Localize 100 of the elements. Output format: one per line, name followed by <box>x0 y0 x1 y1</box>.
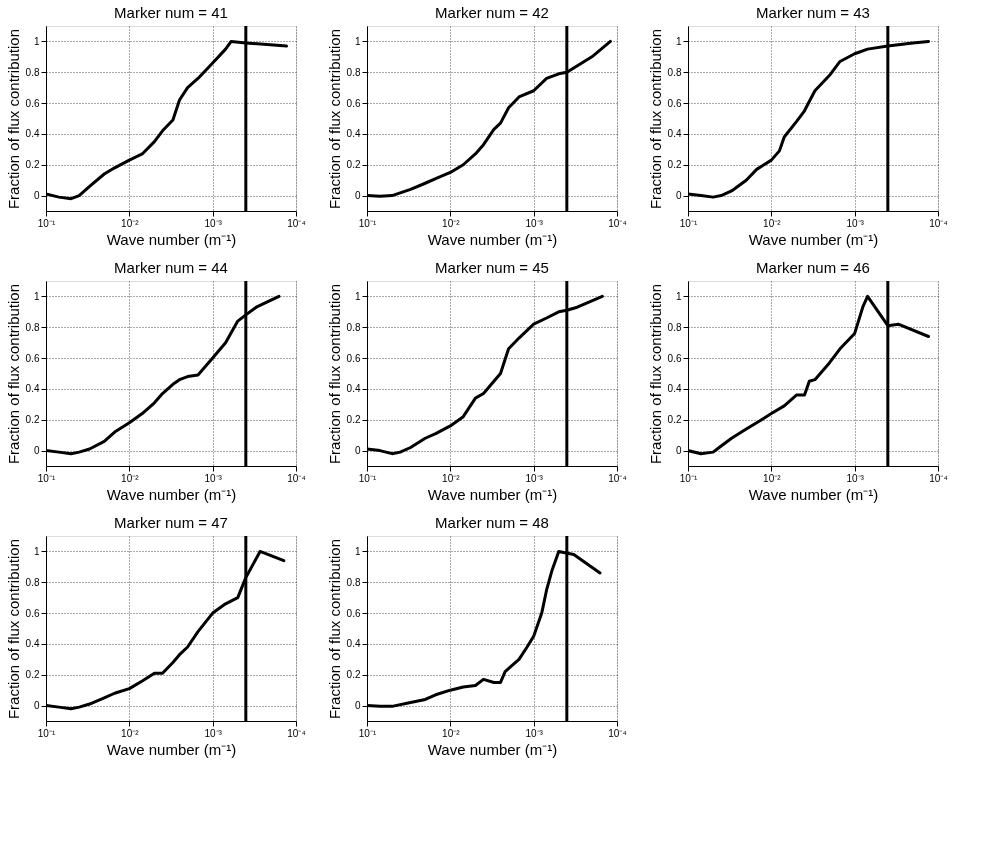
x-tick-label: 10⁻¹ <box>358 727 377 739</box>
x-tick-label: 10⁻² <box>763 472 782 484</box>
y-axis-title: Fraction of flux contribution <box>325 28 343 210</box>
y-tick-label: 0 <box>354 445 361 457</box>
x-axis-title: Wave number (m⁻¹) <box>106 230 237 248</box>
chart-title: Marker num = 44 <box>114 258 228 276</box>
y-tick-label: 0.2 <box>346 159 361 171</box>
chart-title: Marker num = 48 <box>435 513 549 531</box>
y-tick-label: 0.4 <box>346 128 361 140</box>
x-tick-label: 10⁻³ <box>846 472 865 484</box>
y-tick-label: 0 <box>675 190 682 202</box>
chart-title: Marker num = 45 <box>435 258 549 276</box>
x-tick-label: 10⁻³ <box>846 217 865 229</box>
y-tick-label: 0.8 <box>667 66 682 78</box>
x-tick-label: 10⁻¹ <box>37 727 56 739</box>
x-tick-label: 10⁻² <box>442 472 461 484</box>
y-tick-label: 0 <box>33 445 40 457</box>
x-tick-label: 10⁻¹ <box>679 217 698 229</box>
x-tick-label: 10⁻³ <box>525 217 544 229</box>
x-tick-label: 10⁻¹ <box>358 217 377 229</box>
x-tick-label: 10⁻³ <box>204 727 223 739</box>
y-axis-title: Fraction of flux contribution <box>646 28 664 210</box>
x-tick-label: 10⁻⁴ <box>608 217 627 229</box>
x-tick-label: 10⁻² <box>121 472 140 484</box>
y-tick-label: 0 <box>33 700 40 712</box>
x-tick-label: 10⁻² <box>121 217 140 229</box>
y-axis-title: Fraction of flux contribution <box>4 283 22 465</box>
y-axis-title: Fraction of flux contribution <box>325 538 343 720</box>
y-tick-label: 1 <box>33 290 40 302</box>
y-tick-label: 0 <box>675 445 682 457</box>
y-tick-label: 1 <box>354 545 361 557</box>
x-tick-label: 10⁻² <box>442 727 461 739</box>
chart-title: Marker num = 46 <box>756 258 870 276</box>
y-tick-label: 0.8 <box>346 321 361 333</box>
y-tick-label: 0.4 <box>346 638 361 650</box>
x-axis-title: Wave number (m⁻¹) <box>106 485 237 503</box>
x-tick-label: 10⁻³ <box>204 217 223 229</box>
x-tick-label: 10⁻³ <box>204 472 223 484</box>
x-axis-title: Wave number (m⁻¹) <box>427 740 558 758</box>
x-tick-label: 10⁻⁴ <box>287 217 306 229</box>
y-axis-title: Fraction of flux contribution <box>4 538 22 720</box>
y-tick-label: 1 <box>675 35 682 47</box>
x-tick-label: 10⁻¹ <box>358 472 377 484</box>
y-tick-label: 0.4 <box>667 128 682 140</box>
y-tick-label: 0.8 <box>346 66 361 78</box>
x-tick-label: 10⁻¹ <box>679 472 698 484</box>
x-tick-label: 10⁻⁴ <box>929 472 948 484</box>
y-tick-label: 1 <box>33 35 40 47</box>
chart-title: Marker num = 42 <box>435 3 549 21</box>
y-tick-label: 0.4 <box>346 383 361 395</box>
x-tick-label: 10⁻⁴ <box>287 727 306 739</box>
y-tick-label: 0.8 <box>667 321 682 333</box>
x-tick-label: 10⁻⁴ <box>608 472 627 484</box>
y-tick-label: 0.8 <box>25 576 40 588</box>
y-axis-title: Fraction of flux contribution <box>325 283 343 465</box>
x-tick-label: 10⁻² <box>121 727 140 739</box>
y-tick-label: 0.2 <box>25 414 40 426</box>
y-tick-label: 0.4 <box>25 128 40 140</box>
x-tick-label: 10⁻¹ <box>37 217 56 229</box>
x-tick-label: 10⁻² <box>763 217 782 229</box>
x-axis-title: Wave number (m⁻¹) <box>427 485 558 503</box>
y-tick-label: 0.6 <box>25 607 40 619</box>
y-tick-label: 0.6 <box>25 352 40 364</box>
x-tick-label: 10⁻² <box>442 217 461 229</box>
y-tick-label: 0.2 <box>25 159 40 171</box>
x-tick-label: 10⁻⁴ <box>608 727 627 739</box>
x-axis-title: Wave number (m⁻¹) <box>106 740 237 758</box>
x-tick-label: 10⁻¹ <box>37 472 56 484</box>
chart-title: Marker num = 43 <box>756 3 870 21</box>
y-tick-label: 0.6 <box>667 352 682 364</box>
y-tick-label: 1 <box>675 290 682 302</box>
chart-title: Marker num = 47 <box>114 513 228 531</box>
y-tick-label: 0.2 <box>346 414 361 426</box>
y-tick-label: 0.8 <box>25 321 40 333</box>
x-axis-title: Wave number (m⁻¹) <box>748 230 879 248</box>
y-tick-label: 0.6 <box>667 97 682 109</box>
x-tick-label: 10⁻³ <box>525 727 544 739</box>
y-tick-label: 0 <box>33 190 40 202</box>
y-tick-label: 1 <box>354 290 361 302</box>
chart-title: Marker num = 41 <box>114 3 228 21</box>
y-tick-label: 0.8 <box>25 66 40 78</box>
x-tick-label: 10⁻³ <box>525 472 544 484</box>
y-tick-label: 0.8 <box>346 576 361 588</box>
y-tick-label: 0.6 <box>346 352 361 364</box>
y-axis-title: Fraction of flux contribution <box>4 28 22 210</box>
y-tick-label: 0.2 <box>25 669 40 681</box>
y-tick-label: 0.2 <box>667 414 682 426</box>
y-axis-title: Fraction of flux contribution <box>646 283 664 465</box>
x-axis-title: Wave number (m⁻¹) <box>748 485 879 503</box>
y-tick-label: 0.6 <box>25 97 40 109</box>
y-tick-label: 0 <box>354 190 361 202</box>
y-tick-label: 1 <box>354 35 361 47</box>
y-tick-label: 0.6 <box>346 97 361 109</box>
y-tick-label: 0.4 <box>667 383 682 395</box>
x-axis-title: Wave number (m⁻¹) <box>427 230 558 248</box>
y-tick-label: 0 <box>354 700 361 712</box>
x-tick-label: 10⁻⁴ <box>929 217 948 229</box>
y-tick-label: 1 <box>33 545 40 557</box>
y-tick-label: 0.4 <box>25 383 40 395</box>
y-tick-label: 0.2 <box>667 159 682 171</box>
